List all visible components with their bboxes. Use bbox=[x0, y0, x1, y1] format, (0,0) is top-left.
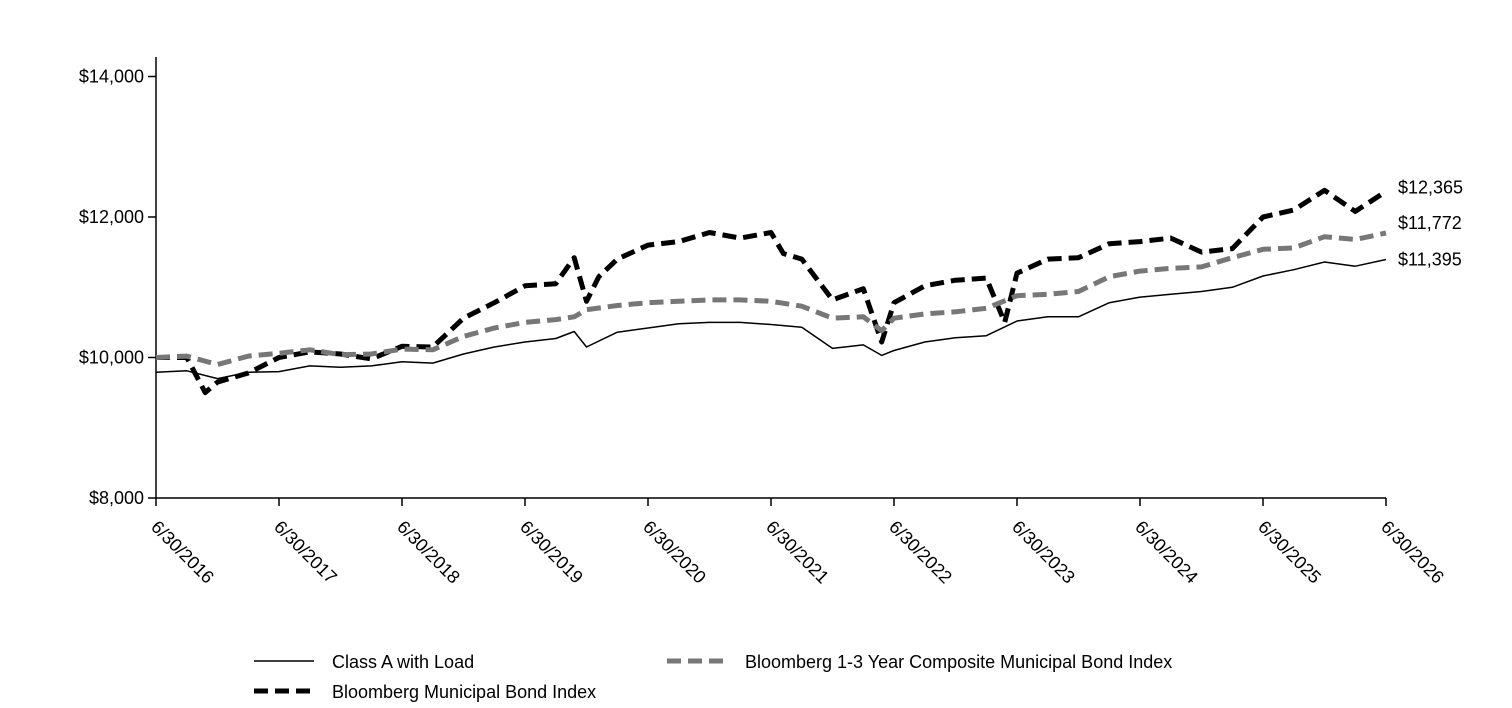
series-layer bbox=[155, 187, 1388, 396]
x-tick-label: 6/30/2021 bbox=[762, 517, 833, 588]
y-axis-ticks: $8,000 $10,000 $12,000 $14,000 bbox=[79, 67, 156, 508]
series-line-0 bbox=[155, 258, 1387, 380]
legend: Class A with Load Bloomberg 1-3 Year Comp… bbox=[254, 652, 1172, 702]
x-tick-label: 6/30/2020 bbox=[639, 517, 710, 588]
end-value-labels: $11,395 $11,772 $12,365 bbox=[1398, 177, 1463, 269]
end-label-1: $11,772 bbox=[1398, 213, 1462, 233]
y-tick-label: $10,000 bbox=[79, 348, 144, 368]
x-tick-label: 6/30/2022 bbox=[885, 517, 956, 588]
end-label-0: $11,395 bbox=[1398, 250, 1462, 270]
y-tick-label: $8,000 bbox=[89, 488, 144, 508]
legend-label-2: Bloomberg Municipal Bond Index bbox=[332, 682, 596, 702]
x-tick-label: 6/30/2018 bbox=[393, 517, 464, 588]
x-tick-label: 6/30/2025 bbox=[1254, 517, 1325, 588]
y-tick-label: $12,000 bbox=[79, 207, 144, 227]
x-tick-label: 6/30/2024 bbox=[1131, 517, 1202, 588]
end-label-2: $12,365 bbox=[1398, 177, 1463, 197]
legend-label-1: Bloomberg 1-3 Year Composite Municipal B… bbox=[745, 652, 1172, 672]
y-tick-label: $14,000 bbox=[79, 67, 144, 87]
plot-area: $8,000$10,000$12,000$14,000 6/30/2016 6/3… bbox=[79, 57, 1463, 587]
legend-label-0: Class A with Load bbox=[332, 652, 474, 672]
x-tick-label: 6/30/2026 bbox=[1377, 517, 1448, 588]
series-line-2 bbox=[156, 187, 1388, 396]
series-line-1 bbox=[155, 230, 1387, 367]
x-tick-label: 6/30/2019 bbox=[516, 517, 587, 588]
x-axis-ticks: 6/30/2016 6/30/2017 6/30/2018 6/30/2019 6/30… bbox=[147, 498, 1448, 587]
x-tick-label: 6/30/2016 bbox=[147, 517, 218, 588]
x-tick-label: 6/30/2023 bbox=[1008, 517, 1079, 588]
x-tick-label: 6/30/2017 bbox=[270, 517, 341, 588]
